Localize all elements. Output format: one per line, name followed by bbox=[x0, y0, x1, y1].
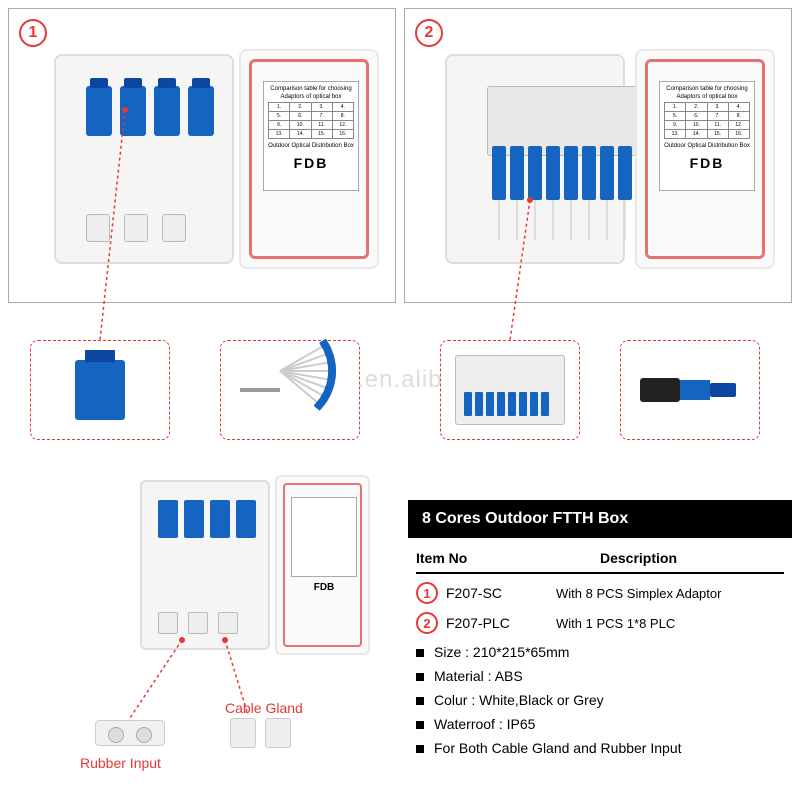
badge-2: 2 bbox=[415, 19, 443, 47]
lid-label-2: Comparison table for choosing Adaptors o… bbox=[659, 81, 755, 191]
spec-header: 8 Cores Outdoor FTTH Box bbox=[408, 500, 792, 538]
fdb-label: FDB bbox=[268, 155, 354, 171]
cable-glands-row bbox=[86, 214, 186, 242]
bullet-waterproof: Waterroof : IP65 bbox=[416, 716, 784, 732]
bullet-material: Material : ABS bbox=[416, 668, 784, 684]
label-rubber-input: Rubber Input bbox=[80, 755, 161, 771]
panel-2: 2 Comparison table for choosing Adaptors… bbox=[404, 8, 792, 303]
col-item-no: Item No bbox=[416, 550, 600, 566]
spec-row-1: 1 F207-SC With 8 PCS Simplex Adaptor bbox=[416, 582, 784, 604]
box-lid-1: Comparison table for choosing Adaptors o… bbox=[239, 49, 379, 269]
plc-connectors bbox=[492, 146, 632, 200]
spec-panel: 8 Cores Outdoor FTTH Box Item No Descrip… bbox=[408, 500, 792, 776]
label-cable-gland: Cable Gland bbox=[225, 700, 303, 716]
col-description: Description bbox=[600, 550, 784, 566]
badge-1: 1 bbox=[19, 19, 47, 47]
label-sub: Outdoor Optical Distribution Box bbox=[268, 143, 354, 149]
label-title2: Adaptors of optical box bbox=[268, 94, 354, 100]
thumb-cassette bbox=[440, 340, 580, 440]
bullet-colour: Colur : White,Black or Grey bbox=[416, 692, 784, 708]
sc-adaptors bbox=[86, 86, 214, 136]
bullet-compat: For Both Cable Gland and Rubber Input bbox=[416, 740, 784, 756]
bottom-ftth-box: FDB bbox=[140, 480, 370, 680]
rubber-input-part bbox=[95, 720, 165, 746]
ftth-box-2 bbox=[445, 54, 625, 264]
spec-row-2: 2 F207-PLC With 1 PCS 1*8 PLC bbox=[416, 612, 784, 634]
box-lid-2: Comparison table for choosing Adaptors o… bbox=[635, 49, 775, 269]
thumb-sc-adapter bbox=[30, 340, 170, 440]
cable-gland-part-1 bbox=[230, 718, 256, 748]
cable-gland-part-2 bbox=[265, 718, 291, 748]
spec-bullets: Size : 210*215*65mm Material : ABS Colur… bbox=[416, 644, 784, 756]
lid-label: Comparison table for choosing Adaptors o… bbox=[263, 81, 359, 191]
thumb-fast-connector bbox=[620, 340, 760, 440]
panel-1: 1 Comparison table for choosing Adaptors… bbox=[8, 8, 396, 303]
ftth-box-1 bbox=[54, 54, 234, 264]
thumb-plc-splitter bbox=[220, 340, 360, 440]
label-title1: Comparison table for choosing bbox=[268, 86, 354, 92]
comparison-table: 1.2.3.4. 5.6.7.8. 9.10.11.12. 13.14.15.1… bbox=[268, 102, 354, 139]
bullet-size: Size : 210*215*65mm bbox=[416, 644, 784, 660]
